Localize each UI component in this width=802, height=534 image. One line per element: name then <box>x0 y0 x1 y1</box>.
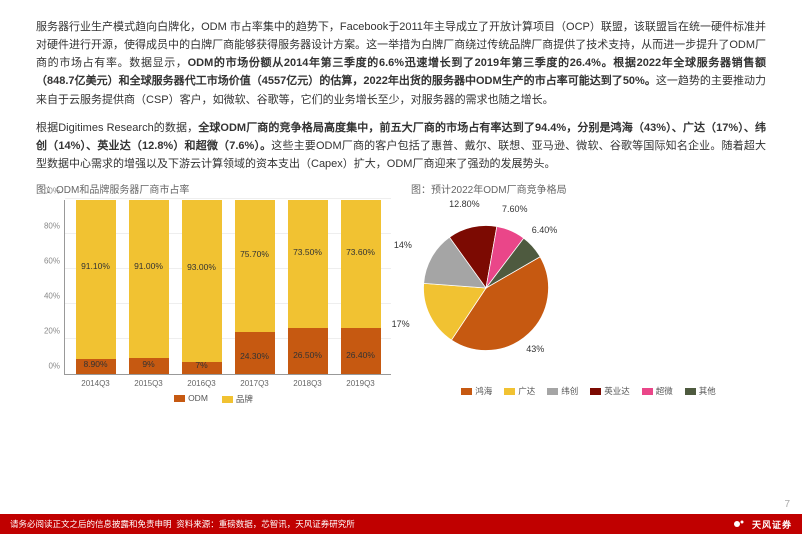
x-label: 2016Q3 <box>182 379 222 388</box>
bar-segment-brand <box>235 200 275 332</box>
pie-chart-labels: 43%17%14%12.80%7.60%6.40% <box>411 213 561 363</box>
pie-slice-label: 14% <box>394 240 412 250</box>
x-label: 2015Q3 <box>129 379 169 388</box>
page-number: 7 <box>784 499 790 510</box>
slide-page: 服务器行业生产模式趋向白牌化，ODM 市占率集中的趋势下，Facebook于20… <box>0 0 802 534</box>
grid-line <box>65 198 391 199</box>
content-area: 服务器行业生产模式趋向白牌化，ODM 市占率集中的趋势下，Facebook于20… <box>0 0 802 405</box>
bar-value-odm: 7% <box>182 360 222 370</box>
x-label: 2018Q3 <box>288 379 328 388</box>
pie-chart-legend: 鸿海 广达 纬创 英业达 超微 其他 <box>411 385 766 397</box>
bar-chart-title: 图：ODM和品牌服务器厂商市占率 <box>36 181 391 196</box>
legend-item: 其他 <box>685 385 716 397</box>
pie-chart-title: 图：预计2022年ODM厂商竞争格局 <box>411 181 766 196</box>
x-label: 2019Q3 <box>341 379 381 388</box>
bar-chart: 0%20%40%60%80%100% 91.10%8.90%91.00%9%93… <box>36 200 391 375</box>
legend-swatch <box>642 388 653 395</box>
legend-swatch <box>461 388 472 395</box>
legend-item: 广达 <box>504 385 535 397</box>
legend-label-odm: ODM <box>188 393 208 403</box>
bar-group: 75.70% 24.30% <box>235 200 275 374</box>
pie-slice-label: 6.40% <box>532 225 558 235</box>
legend-swatch-odm <box>174 395 185 402</box>
y-tick: 40% <box>44 292 60 301</box>
bar-segment-brand <box>129 200 169 358</box>
bar-value-brand: 73.60% <box>341 247 381 257</box>
bar-group: 93.00% 7% <box>182 200 222 374</box>
legend-swatch <box>590 388 601 395</box>
logo-icon <box>732 517 746 531</box>
bar-value-brand: 91.00% <box>129 261 169 271</box>
bar-segment-brand <box>341 200 381 328</box>
bar-value-brand: 91.10% <box>76 261 116 271</box>
paragraph-2: 根据Digitimes Research的数据，全球ODM厂商的竞争格局高度集中… <box>36 119 766 173</box>
bar-chart-bars: 91.10%8.90%91.00%9%93.00%7%75.70%24.30%7… <box>65 200 391 374</box>
footer-source: 资料来源：重磅数据，芯智讯，天风证券研究所 <box>176 519 355 529</box>
pie-chart: 43%17%14%12.80%7.60%6.40% <box>411 200 766 375</box>
bar-segment-brand <box>76 200 116 359</box>
bar-value-odm: 26.50% <box>288 350 328 360</box>
legend-swatch <box>504 388 515 395</box>
bar-value-brand: 73.50% <box>288 247 328 257</box>
footer-bar: 请务必阅读正文之后的信息披露和免责申明 资料来源：重磅数据，芯智讯，天风证券研究… <box>0 514 802 534</box>
y-tick: 60% <box>44 257 60 266</box>
bar-group: 91.10% 8.90% <box>76 200 116 374</box>
y-tick: 80% <box>44 222 60 231</box>
x-label: 2017Q3 <box>235 379 275 388</box>
bar-value-odm: 24.30% <box>235 351 275 361</box>
legend-label: 英业达 <box>604 386 630 396</box>
legend-label: 广达 <box>518 386 535 396</box>
bar-chart-y-axis: 0%20%40%60%80%100% <box>36 200 64 375</box>
y-tick: 20% <box>44 327 60 336</box>
bar-value-odm: 8.90% <box>76 359 116 369</box>
legend-swatch <box>685 388 696 395</box>
legend-label-brand: 品牌 <box>236 394 253 404</box>
bar-chart-legend: ODM 品牌 <box>36 393 391 405</box>
pie-chart-column: 图：预计2022年ODM厂商竞争格局 43%17%14%12.80%7.60%6… <box>411 181 766 405</box>
bar-chart-column: 图：ODM和品牌服务器厂商市占率 0% 20% 40% 60% 80% 100% 91.1… <box>36 181 391 405</box>
bar-value-odm: 9% <box>129 359 169 369</box>
bar-group: 91.00% 9% <box>129 200 169 374</box>
bar-value-brand: 75.70% <box>235 249 275 259</box>
pie-slice-label: 7.60% <box>502 204 528 214</box>
bar-segment-brand <box>182 200 222 362</box>
bar-chart-plot-area: 91.10%8.90%91.00%9%93.00%7%75.70%24.30%7… <box>64 200 391 375</box>
footer-logo-area: 天风证券 <box>732 517 792 531</box>
legend-item: 超微 <box>642 385 673 397</box>
y-tick: 0% <box>48 362 60 371</box>
legend-swatch <box>547 388 558 395</box>
legend-label: 其他 <box>699 386 716 396</box>
paragraph-1: 服务器行业生产模式趋向白牌化，ODM 市占率集中的趋势下，Facebook于20… <box>36 18 766 109</box>
footer-disclaimer: 请务必阅读正文之后的信息披露和免责申明 <box>10 519 172 529</box>
bar-group: 73.50% 26.50% <box>288 200 328 374</box>
pie-slice-label: 17% <box>392 319 410 329</box>
legend-item: 纬创 <box>547 385 578 397</box>
legend-item: 英业达 <box>590 385 630 397</box>
bar-group: 73.60% 26.40% <box>341 200 381 374</box>
charts-row: 图：ODM和品牌服务器厂商市占率 0% 20% 40% 60% 80% 100% 91.1… <box>36 181 766 405</box>
legend-item: 鸿海 <box>461 385 492 397</box>
legend-label: 超微 <box>656 386 673 396</box>
legend-label: 鸿海 <box>475 386 492 396</box>
bar-value-brand: 93.00% <box>182 262 222 272</box>
bar-segment-brand <box>288 200 328 328</box>
legend-item-odm: ODM <box>174 393 208 405</box>
pie-slice-label: 12.80% <box>449 199 480 209</box>
footer-text: 请务必阅读正文之后的信息披露和免责申明 资料来源：重磅数据，芯智讯，天风证券研究… <box>10 518 355 530</box>
x-label: 2014Q3 <box>76 379 116 388</box>
legend-label: 纬创 <box>561 386 578 396</box>
footer-logo-text: 天风证券 <box>752 518 792 531</box>
legend-swatch-brand <box>222 396 233 403</box>
bar-value-odm: 26.40% <box>341 350 381 360</box>
y-tick: 100% <box>40 187 60 196</box>
pie-slice-label: 43% <box>526 344 544 354</box>
legend-item-brand: 品牌 <box>222 393 253 405</box>
bar-chart-x-axis: 2014Q3 2015Q3 2016Q3 2017Q3 2018Q3 2019Q3 <box>65 379 391 388</box>
p2-text-a: 根据Digitimes Research的数据， <box>36 122 198 134</box>
